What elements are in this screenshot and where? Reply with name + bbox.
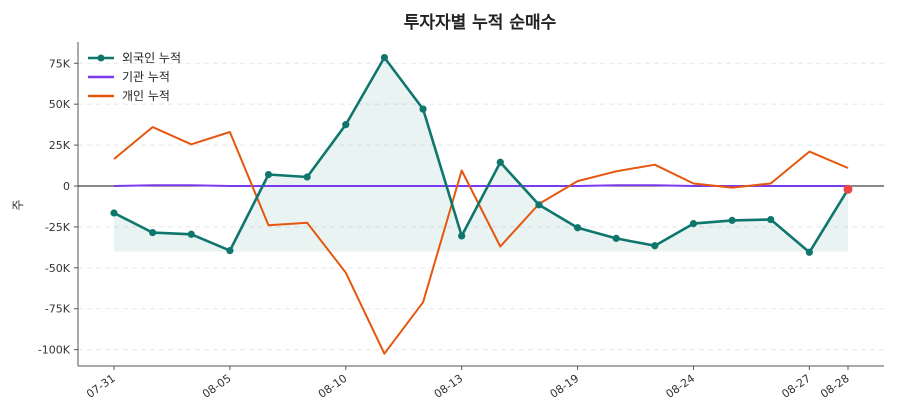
data-point: [149, 229, 157, 237]
data-point: [303, 173, 311, 181]
y-tick-label: 0: [63, 180, 70, 193]
series-line: [113, 184, 848, 187]
data-point: [689, 220, 698, 228]
data-point: [805, 248, 813, 256]
y-tick-label: 75K: [49, 57, 71, 70]
legend-marker: [97, 54, 105, 62]
data-point: [496, 158, 504, 166]
x-tick-label: 08-24: [664, 372, 698, 401]
data-point: [187, 230, 195, 238]
y-tick-label: 25K: [49, 139, 71, 152]
y-tick-label: -75K: [45, 303, 71, 316]
x-tick-label: 07-31: [84, 372, 118, 401]
x-tick-label: 08-13: [432, 372, 466, 401]
legend-label: 개인 누적: [122, 89, 170, 103]
data-point: [342, 121, 350, 129]
data-point: [767, 215, 775, 224]
data-point: [728, 216, 736, 224]
series-line: [113, 56, 850, 254]
data-point: [264, 170, 273, 179]
series-fill-area: [114, 57, 848, 253]
y-axis-label: 주: [11, 199, 25, 210]
data-point: [226, 247, 234, 255]
x-tick-label: 08-10: [316, 372, 350, 401]
data-point: [573, 224, 582, 232]
last-point-marker: [843, 184, 853, 194]
data-point: [612, 234, 620, 242]
chart-title: 투자자별 누적 순매수: [404, 13, 557, 33]
x-tick-label: 08-28: [818, 372, 852, 401]
legend-label: 외국인 누적: [122, 51, 181, 65]
legend-label: 기관 누적: [122, 70, 170, 84]
x-tick-label: 08-19: [548, 372, 582, 401]
series-layer: [110, 53, 853, 355]
x-tick-label: 08-05: [200, 372, 234, 401]
data-point: [651, 242, 659, 250]
fill-layer: [114, 57, 848, 253]
y-tick-label: -100K: [38, 344, 71, 357]
y-tick-label: 50K: [49, 98, 71, 111]
data-point: [458, 232, 466, 240]
data-point: [535, 201, 543, 209]
data-point: [380, 53, 389, 62]
y-tick-label: -50K: [45, 262, 71, 275]
x-tick-label: 08-27: [779, 372, 813, 401]
data-point: [419, 105, 427, 113]
series-line: [113, 126, 849, 355]
data-point: [110, 209, 118, 217]
y-tick-label: -25K: [45, 221, 71, 234]
